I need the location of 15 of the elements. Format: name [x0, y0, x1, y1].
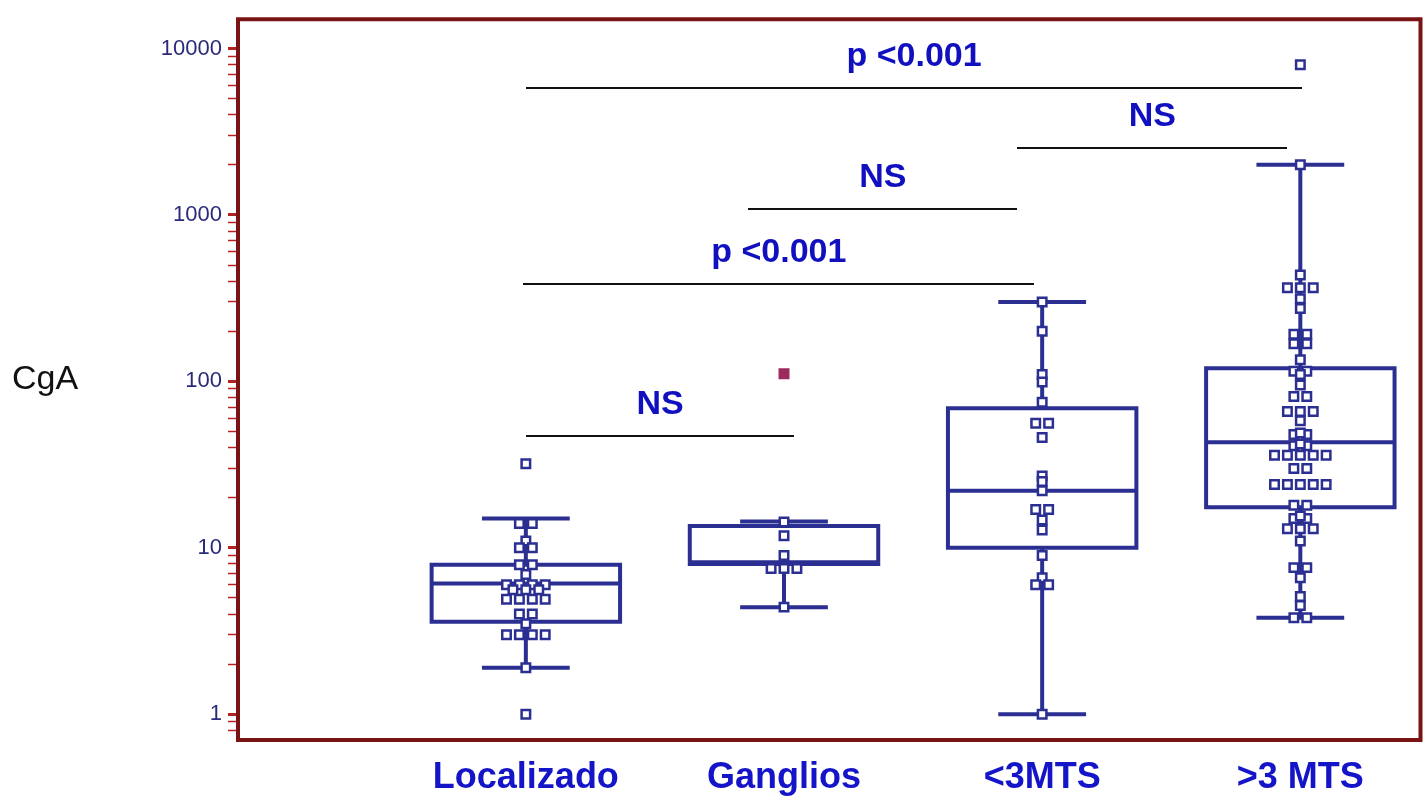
annotation: NS	[859, 156, 907, 196]
annotation: p <0.001	[711, 231, 847, 271]
y-tick-label: 1	[209, 700, 222, 726]
y-tick-label: 10000	[160, 34, 222, 60]
x-tick-label: Ganglios	[706, 754, 862, 796]
y-tick-label: 10	[197, 533, 222, 559]
x-tick-label: Localizado	[432, 754, 619, 796]
x-tick-label: >3 MTS	[1236, 754, 1364, 796]
y-tick-label: 100	[185, 367, 222, 393]
x-tick-label: <3MTS	[983, 754, 1101, 796]
annotation: NS	[1128, 95, 1177, 135]
y-axis-title: CgA	[12, 358, 79, 397]
annotation: NS	[636, 383, 684, 423]
y-tick-label: 1000	[173, 201, 222, 226]
annotation: p <0.001	[846, 35, 982, 75]
